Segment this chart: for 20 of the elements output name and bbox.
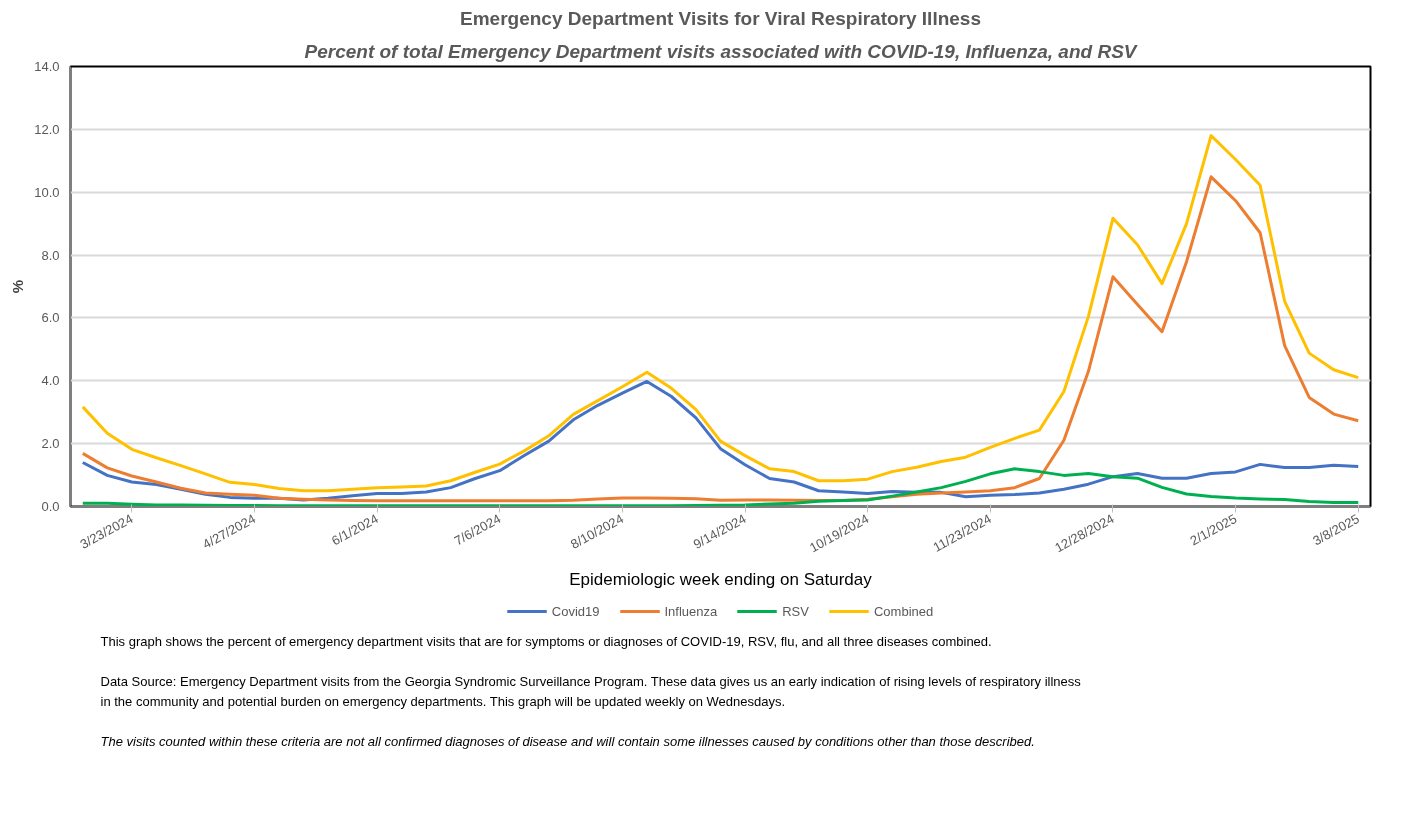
y-tick-label: 14.0 (34, 59, 60, 74)
y-tick-label: 6.0 (41, 310, 60, 326)
legend-label: Influenza (664, 603, 718, 619)
y-tick-label: 4.0 (41, 373, 60, 389)
y-tick-label: 8.0 (41, 247, 60, 263)
chart-title: Emergency Department Visits for Viral Respiratory Illness (460, 7, 981, 29)
y-tick-label: 12.0 (34, 121, 60, 137)
line-series (81, 467, 1360, 507)
x-axis-title: Epidemiologic week ending on Saturday (569, 569, 873, 589)
source-note: Data Source: Emergency Department visits from the Georgia Syndromic Surveillance Program. These data gives us an early indication of rising levels of respiratory illness in the community and potential burden on emergency departments. This graph will be updated weekly on Wednesdays. (100, 674, 1082, 709)
text: The visits counted within these criteria are not all confirmed diagnoses of disease and will contain some illnesses caused by conditions other than those described. (100, 734, 1035, 749)
chart-subtitle: Percent of total Emergency Department visits associated with COVID-19, Influenza, and RSV (304, 40, 1138, 62)
legend-label: RSV (782, 603, 809, 619)
y-tick-label: 10.0 (34, 184, 60, 200)
y-tick-label: 2.0 (41, 436, 60, 452)
legend-label: Combined (873, 603, 934, 619)
y-axis-title: % (9, 279, 27, 294)
text: This graph shows the percent of emergency department visits that are for symptoms or diagnoses of COVID-19, RSV, flu, and all three diseases combined. (100, 634, 992, 649)
legend-label: Covid19 (551, 603, 600, 619)
y-tick-label: 0.0 (41, 499, 60, 514)
